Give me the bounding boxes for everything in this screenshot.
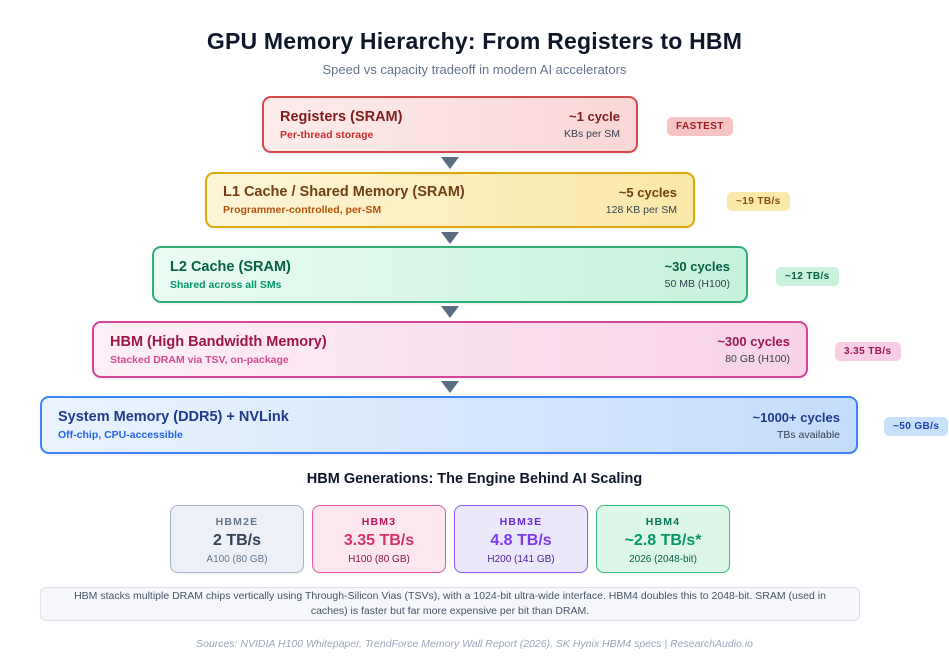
- generation-detail: 2026 (2048-bit): [629, 554, 697, 565]
- sources-line: Sources: NVIDIA H100 Whitepaper, TrendFo…: [196, 638, 753, 650]
- level-capacity: 128 KB per SM: [605, 203, 677, 216]
- level-text: L2 Cache (SRAM) Shared across all SMs: [170, 259, 291, 291]
- speed-badge-fastest: FASTEST: [667, 117, 733, 136]
- generation-bandwidth: 4.8 TB/s: [490, 532, 552, 549]
- generation-name: HBM2E: [215, 516, 259, 528]
- level-capacity: 80 GB (H100): [725, 353, 790, 365]
- level-latency: ~1000+ cycles: [752, 409, 840, 425]
- level-description: Programmer-controlled, per-SM: [223, 204, 382, 216]
- generation-name: HBM3: [361, 516, 397, 528]
- memory-level-registers: Registers (SRAM) Per-thread storage ~1 c…: [262, 96, 638, 153]
- generation-detail: H200 (141 GB): [487, 554, 555, 565]
- speed-badge-system: ~50 GB/s: [884, 417, 949, 436]
- generations-heading: HBM Generations: The Engine Behind AI Sc…: [306, 471, 643, 487]
- page-subtitle: Speed vs capacity tradeoff in modern AI …: [322, 62, 627, 77]
- generation-bandwidth: 3.35 TB/s: [343, 532, 415, 549]
- level-stats: ~5 cycles 128 KB per SM: [606, 185, 677, 216]
- level-latency: ~1 cycle: [569, 109, 620, 124]
- level-name: L2 Cache (SRAM): [170, 258, 291, 275]
- down-arrow-icon: [441, 232, 459, 244]
- level-capacity: 50 MB (H100): [664, 278, 730, 290]
- generation-card-hbm2e: HBM2E 2 TB/s A100 (80 GB): [170, 505, 304, 573]
- generation-card-hbm4: HBM4 ~2.8 TB/s* 2026 (2048-bit): [596, 505, 730, 573]
- speed-badge-l1: ~19 TB/s: [727, 192, 790, 211]
- generation-bandwidth: ~2.8 TB/s*: [624, 532, 702, 549]
- level-description: Shared across all SMs: [170, 278, 282, 291]
- down-arrow-icon: [441, 381, 459, 393]
- level-stats: ~1 cycle KBs per SM: [564, 109, 620, 140]
- generation-card-hbm3: HBM3 3.35 TB/s H100 (80 GB): [312, 505, 446, 573]
- explainer-note: HBM stacks multiple DRAM chips verticall…: [40, 587, 860, 621]
- generation-bandwidth: 2 TB/s: [212, 532, 261, 549]
- speed-badge-l2: ~12 TB/s: [776, 267, 839, 286]
- level-description: Stacked DRAM via TSV, on-package: [110, 353, 289, 366]
- level-text: System Memory (DDR5) + NVLink Off-chip, …: [58, 409, 289, 441]
- memory-level-l2-cache: L2 Cache (SRAM) Shared across all SMs ~3…: [152, 246, 748, 303]
- generation-detail: H100 (80 GB): [348, 554, 410, 565]
- generation-detail: A100 (80 GB): [206, 554, 268, 565]
- explainer-note-text: HBM stacks multiple DRAM chips verticall…: [74, 590, 826, 617]
- level-name: System Memory (DDR5) + NVLink: [58, 409, 289, 425]
- level-name: HBM (High Bandwidth Memory): [110, 333, 327, 350]
- level-stats: ~30 cycles 50 MB (H100): [665, 259, 730, 290]
- level-latency: ~30 cycles: [664, 259, 730, 274]
- down-arrow-icon: [441, 157, 459, 169]
- level-capacity: KBs per SM: [563, 128, 620, 140]
- down-arrow-icon: [441, 306, 459, 318]
- memory-level-system-memory: System Memory (DDR5) + NVLink Off-chip, …: [40, 396, 858, 454]
- generation-card-hbm3e: HBM3E 4.8 TB/s H200 (141 GB): [454, 505, 588, 573]
- level-text: Registers (SRAM) Per-thread storage: [280, 109, 402, 141]
- generation-name: HBM4: [645, 516, 681, 528]
- level-name: L1 Cache / Shared Memory (SRAM): [223, 184, 465, 200]
- level-latency: ~300 cycles: [717, 334, 790, 349]
- generation-name: HBM3E: [499, 516, 543, 528]
- level-description: Off-chip, CPU-accessible: [58, 429, 183, 441]
- level-latency: ~5 cycles: [618, 184, 677, 200]
- level-stats: ~300 cycles 80 GB (H100): [717, 334, 790, 365]
- level-stats: ~1000+ cycles TBs available: [753, 410, 840, 441]
- memory-level-hbm: HBM (High Bandwidth Memory) Stacked DRAM…: [92, 321, 808, 378]
- page-title: GPU Memory Hierarchy: From Registers to …: [206, 28, 743, 54]
- level-text: HBM (High Bandwidth Memory) Stacked DRAM…: [110, 334, 327, 366]
- level-capacity: TBs available: [776, 428, 840, 441]
- speed-badge-hbm: 3.35 TB/s: [835, 342, 901, 361]
- level-text: L1 Cache / Shared Memory (SRAM) Programm…: [223, 184, 465, 216]
- memory-level-l1-cache: L1 Cache / Shared Memory (SRAM) Programm…: [205, 172, 695, 228]
- level-name: Registers (SRAM): [280, 108, 403, 125]
- level-description: Per-thread storage: [280, 128, 374, 141]
